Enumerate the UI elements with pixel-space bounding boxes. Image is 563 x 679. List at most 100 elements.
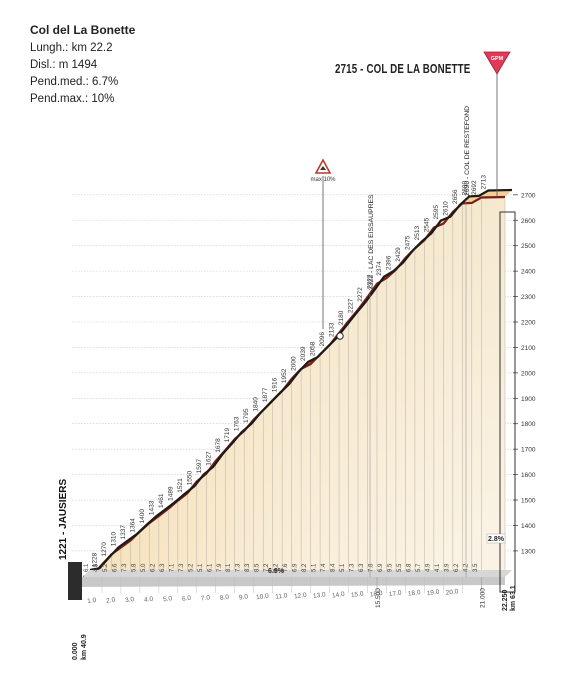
km-tick-label: 18.0 — [407, 589, 421, 598]
altitude-tick-label: 2000 — [521, 370, 536, 377]
km-tick-label: 12.0 — [294, 592, 308, 601]
finish-axis-frame — [499, 211, 516, 593]
summit-label: 2715 - COL DE LA BONETTE — [335, 62, 471, 76]
start-km-label: 0.000 — [72, 642, 79, 660]
altitude-tick-label: 1700 — [521, 447, 536, 454]
altitude-tick-label: 1500 — [521, 498, 536, 505]
gradient-segment-label: 6.9 — [293, 563, 299, 572]
altitude-label: 1310 — [110, 532, 117, 547]
altitude-label: 2374 — [376, 261, 383, 276]
gradient-segment-label: 7.2 — [264, 563, 270, 572]
altitude-label: 2595 — [433, 205, 440, 220]
km-tick-label: 1.0 — [87, 597, 97, 605]
km-tick-label: 10.0 — [256, 593, 270, 602]
gradient-summary-box — [486, 533, 506, 544]
gradient-segment-label: 4.2 — [463, 563, 469, 572]
gradient-segment-label: 5.7 — [416, 563, 422, 572]
altitude-label: 1877 — [262, 387, 269, 402]
gradient-segment-label: 4.9 — [93, 563, 99, 572]
km-tick-label: 3.0 — [125, 596, 135, 604]
altitude-label: 1597 — [196, 459, 203, 474]
gradient-segment-label: 6.9 — [378, 563, 384, 572]
altitude-tick-label: 2300 — [521, 294, 536, 301]
altitude-label: 1228 — [91, 552, 98, 567]
gradient-segment-label: 7.3 — [350, 563, 356, 572]
gradient-segment-label: 9.2 — [274, 563, 280, 572]
max-gradient-point — [336, 332, 344, 340]
markers: max 10% GPM 2322 - LAC DES EISSAUPRES 2690 … — [310, 51, 511, 577]
altitude-label: 2000 — [291, 356, 298, 371]
altitude-label: 1916 — [272, 377, 279, 392]
altitude-label: 2272 — [357, 287, 364, 302]
altitude-label: 1521 — [177, 478, 184, 493]
base-top — [83, 570, 512, 577]
altitude-tick-label: 2600 — [521, 218, 536, 225]
altitude-label: 2096 — [319, 332, 326, 347]
km-tick-label: 5.0 — [163, 595, 173, 603]
gradient-segment-label: 6.3 — [160, 563, 166, 572]
finish-km-race-label: km 63.1 — [510, 585, 517, 611]
climb-max-gradient: Pend.max.: 10% — [30, 93, 115, 105]
gradient-segment-label: 3.5 — [473, 563, 479, 572]
altitude-tick-label: 2500 — [521, 243, 536, 250]
altitude-tick-label: 2400 — [521, 269, 536, 276]
altitude-label: 2713 — [480, 175, 487, 190]
altitude-tick-label: 2200 — [521, 319, 536, 326]
km-marker-label: 21.000 — [479, 588, 486, 608]
altitude-label: 1433 — [148, 500, 155, 515]
km-axis: 1.0 2.0 3.0 4.0 5.0 6.0 7.0 8.0 9.0 10.0 11.0 12.0 1… — [58, 479, 517, 660]
gradient-summary-label: 2.8% — [488, 536, 505, 543]
summit-gpm-icon — [483, 51, 511, 75]
altitude-label: 2656 — [452, 189, 459, 204]
altitude-tick-label: 1300 — [521, 548, 536, 555]
altitude-label: 2180 — [338, 310, 345, 325]
gradient-segment-label: 6.1 — [207, 563, 213, 572]
gradient-segment-label: 7.8 — [368, 563, 374, 572]
altitude-label: 1337 — [120, 525, 127, 540]
gradient-segment-label: 5.1 — [198, 563, 204, 572]
km-marker-label: 15.500 — [375, 588, 382, 608]
gradient-segment-label: 6.6 — [112, 563, 118, 572]
gradient-labels: 6.1 4.9 5.2 6.6 7.3 5.8 5.0 6.2 6.3 7.1 7.3 5.2 5.1 6… — [84, 533, 506, 575]
altitude-label: 2475 — [404, 235, 411, 250]
gradient-segment-label: 9.5 — [387, 563, 393, 572]
climb-avg-gradient: Pend.med.: 6.7% — [30, 76, 119, 88]
km-tick-label: 7.0 — [201, 594, 211, 602]
gradient-segment-label: 5.8 — [131, 563, 137, 572]
km-tick-label: 20.0 — [445, 588, 459, 597]
gradient-segment-label: 5.1 — [340, 563, 346, 572]
altitude-tick-label: 2700 — [521, 192, 536, 199]
gradient-segment-label: 5.1 — [312, 563, 318, 572]
gradient-segment-label: 6.8 — [406, 563, 412, 572]
gradient-segment-label: 7.6 — [283, 563, 289, 572]
km-tick-label: 17.0 — [388, 589, 402, 598]
gradient-segment-label: 7.3 — [236, 563, 242, 572]
gradient-segment-label: 6.2 — [454, 563, 460, 572]
road-back-edge — [89, 188, 513, 572]
finish-km-label: 22.250 — [502, 589, 509, 611]
altitude-label: 2133 — [329, 322, 336, 337]
altitude-label: 2396 — [385, 255, 392, 270]
gradient-segment-label: 6.1 — [84, 563, 90, 572]
altitude-label: 1952 — [281, 368, 288, 383]
altitude-label: 1763 — [234, 416, 241, 431]
km-tick-label: 19.0 — [426, 589, 440, 598]
altitude-label: 1364 — [129, 518, 136, 533]
altitude-label: 2513 — [414, 226, 421, 241]
km-tick-label: 4.0 — [144, 596, 154, 604]
altitude-label: 2690 — [461, 181, 468, 196]
start-name-label: 1221 - JAUSIERS — [58, 479, 69, 560]
km-tick-label: 11.0 — [275, 592, 288, 601]
altitude-label: 2545 — [423, 217, 430, 232]
km-tick-label: 2.0 — [106, 596, 116, 604]
altitude-label: 1550 — [186, 470, 193, 485]
start-block — [68, 562, 82, 600]
altitude-label: 1400 — [139, 509, 146, 524]
altitude-tick-label: 1900 — [521, 396, 536, 403]
gradient-segment-label: 6.3 — [359, 563, 365, 572]
km-tick-label: 16.0 — [369, 590, 383, 599]
altitude-label: 1719 — [224, 427, 231, 442]
km-tick-label: 15.0 — [351, 590, 365, 599]
gradient-summary-label: 6.9% — [268, 568, 285, 575]
